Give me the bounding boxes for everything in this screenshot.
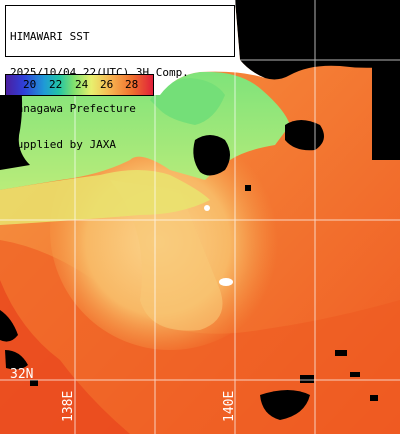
yellow-transition — [0, 170, 210, 225]
land-boso — [285, 120, 324, 151]
lat-label-32n: 32N — [10, 367, 34, 382]
land-east-edge — [372, 60, 400, 160]
scale-tick-22: 22 — [49, 78, 63, 91]
scale-tick-24: 24 — [75, 78, 89, 91]
land-izu — [193, 135, 230, 176]
scale-tick-28: 28 — [125, 78, 139, 91]
land-speck-6 — [245, 185, 251, 191]
land-speck-2 — [350, 372, 360, 377]
land-speck-1 — [335, 350, 347, 356]
info-region: Kanagawa Prefecture — [10, 102, 136, 115]
cloud-patch — [219, 278, 233, 286]
land-speck-5 — [30, 380, 38, 386]
land-southwest — [0, 310, 18, 342]
info-credit: supplied by JAXA — [10, 138, 116, 151]
info-box: HIMAWARI SST 2025/10/04 22(UTC) 3H Comp.… — [5, 5, 235, 151]
cloud-patch-2 — [204, 205, 210, 211]
info-title: HIMAWARI SST — [10, 30, 90, 43]
scale-tick-20: 20 — [23, 78, 37, 91]
land-southwest-2 — [5, 350, 28, 370]
lon-label-140e: 140E — [222, 390, 237, 422]
land-southeast — [260, 390, 310, 420]
pale-tongue — [110, 180, 223, 331]
scale-tick-26: 26 — [100, 78, 114, 91]
lon-label-138e: 138E — [61, 390, 76, 422]
land-speck-3 — [370, 395, 378, 401]
land-speck-4 — [300, 375, 314, 383]
color-scale-bar: 20 22 24 26 28 — [5, 74, 154, 96]
cool-inner-bay — [150, 78, 225, 125]
warm-west-edge — [0, 280, 130, 434]
